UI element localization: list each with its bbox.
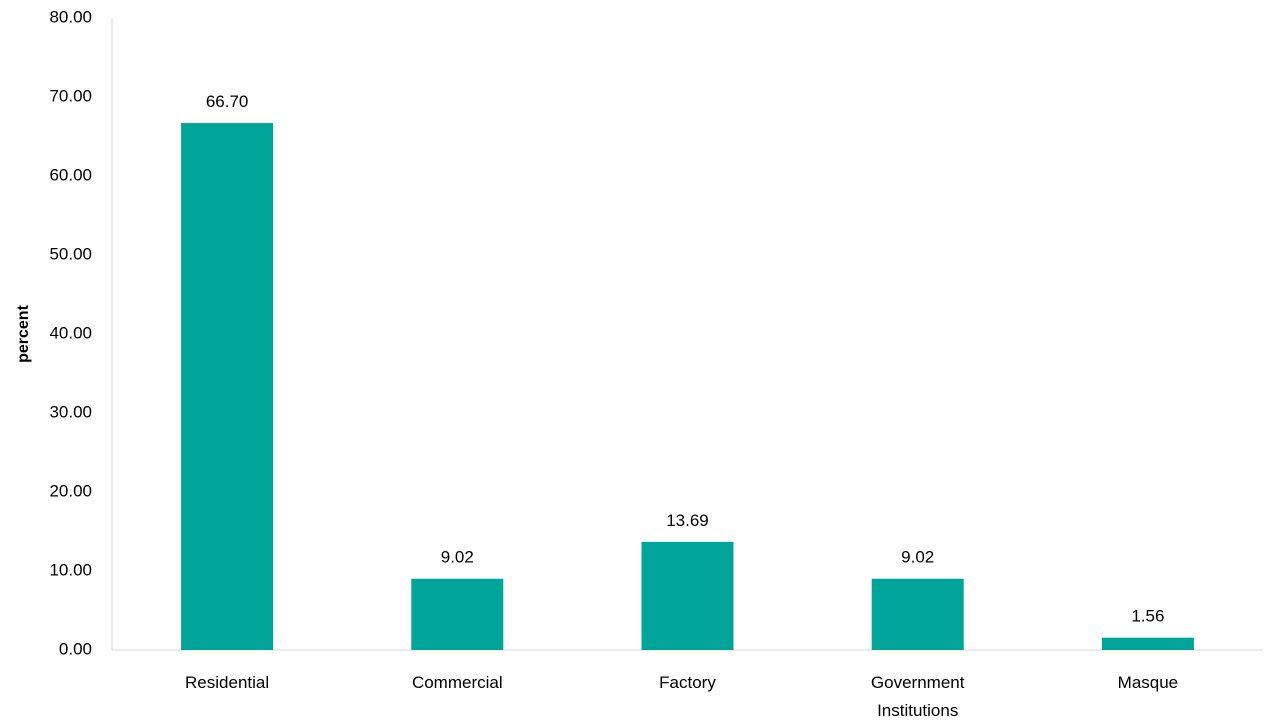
y-tick-label: 0.00 bbox=[59, 639, 92, 658]
data-label: 66.70 bbox=[206, 92, 249, 111]
x-tick-label: Government Institutions bbox=[871, 673, 965, 720]
data-label: 13.69 bbox=[666, 511, 709, 530]
y-tick-label: 30.00 bbox=[49, 402, 92, 421]
bars bbox=[181, 123, 1194, 650]
y-tick-label: 50.00 bbox=[49, 244, 92, 263]
x-tick-label: Commercial bbox=[412, 673, 503, 692]
y-tick-label: 10.00 bbox=[49, 560, 92, 579]
y-tick-label: 80.00 bbox=[49, 7, 92, 26]
bar bbox=[641, 541, 734, 650]
y-tick-label: 20.00 bbox=[49, 481, 92, 500]
x-tick-label: Residential bbox=[185, 673, 269, 692]
x-tick-label: Factory bbox=[659, 673, 716, 692]
bar bbox=[871, 578, 964, 650]
bar bbox=[181, 123, 274, 650]
data-label: 9.02 bbox=[901, 548, 934, 567]
y-tick-label: 40.00 bbox=[49, 323, 92, 342]
x-tick-label: Masque bbox=[1118, 673, 1178, 692]
y-tick-label: 60.00 bbox=[49, 165, 92, 184]
data-label: 9.02 bbox=[441, 548, 474, 567]
data-labels: 66.70 9.02 13.69 9.02 1.56 bbox=[206, 92, 1165, 626]
x-axis-labels: Residential Commercial Factory Government In… bbox=[185, 673, 1178, 720]
y-tick-label: 70.00 bbox=[49, 86, 92, 105]
y-axis-title: percent bbox=[15, 304, 32, 362]
y-axis-ticks: 0.00 10.00 20.00 30.00 40.00 50.00 60.00 70.00 8… bbox=[49, 7, 92, 658]
data-label: 1.56 bbox=[1131, 607, 1164, 626]
bar bbox=[1101, 637, 1194, 650]
bar bbox=[411, 578, 504, 650]
